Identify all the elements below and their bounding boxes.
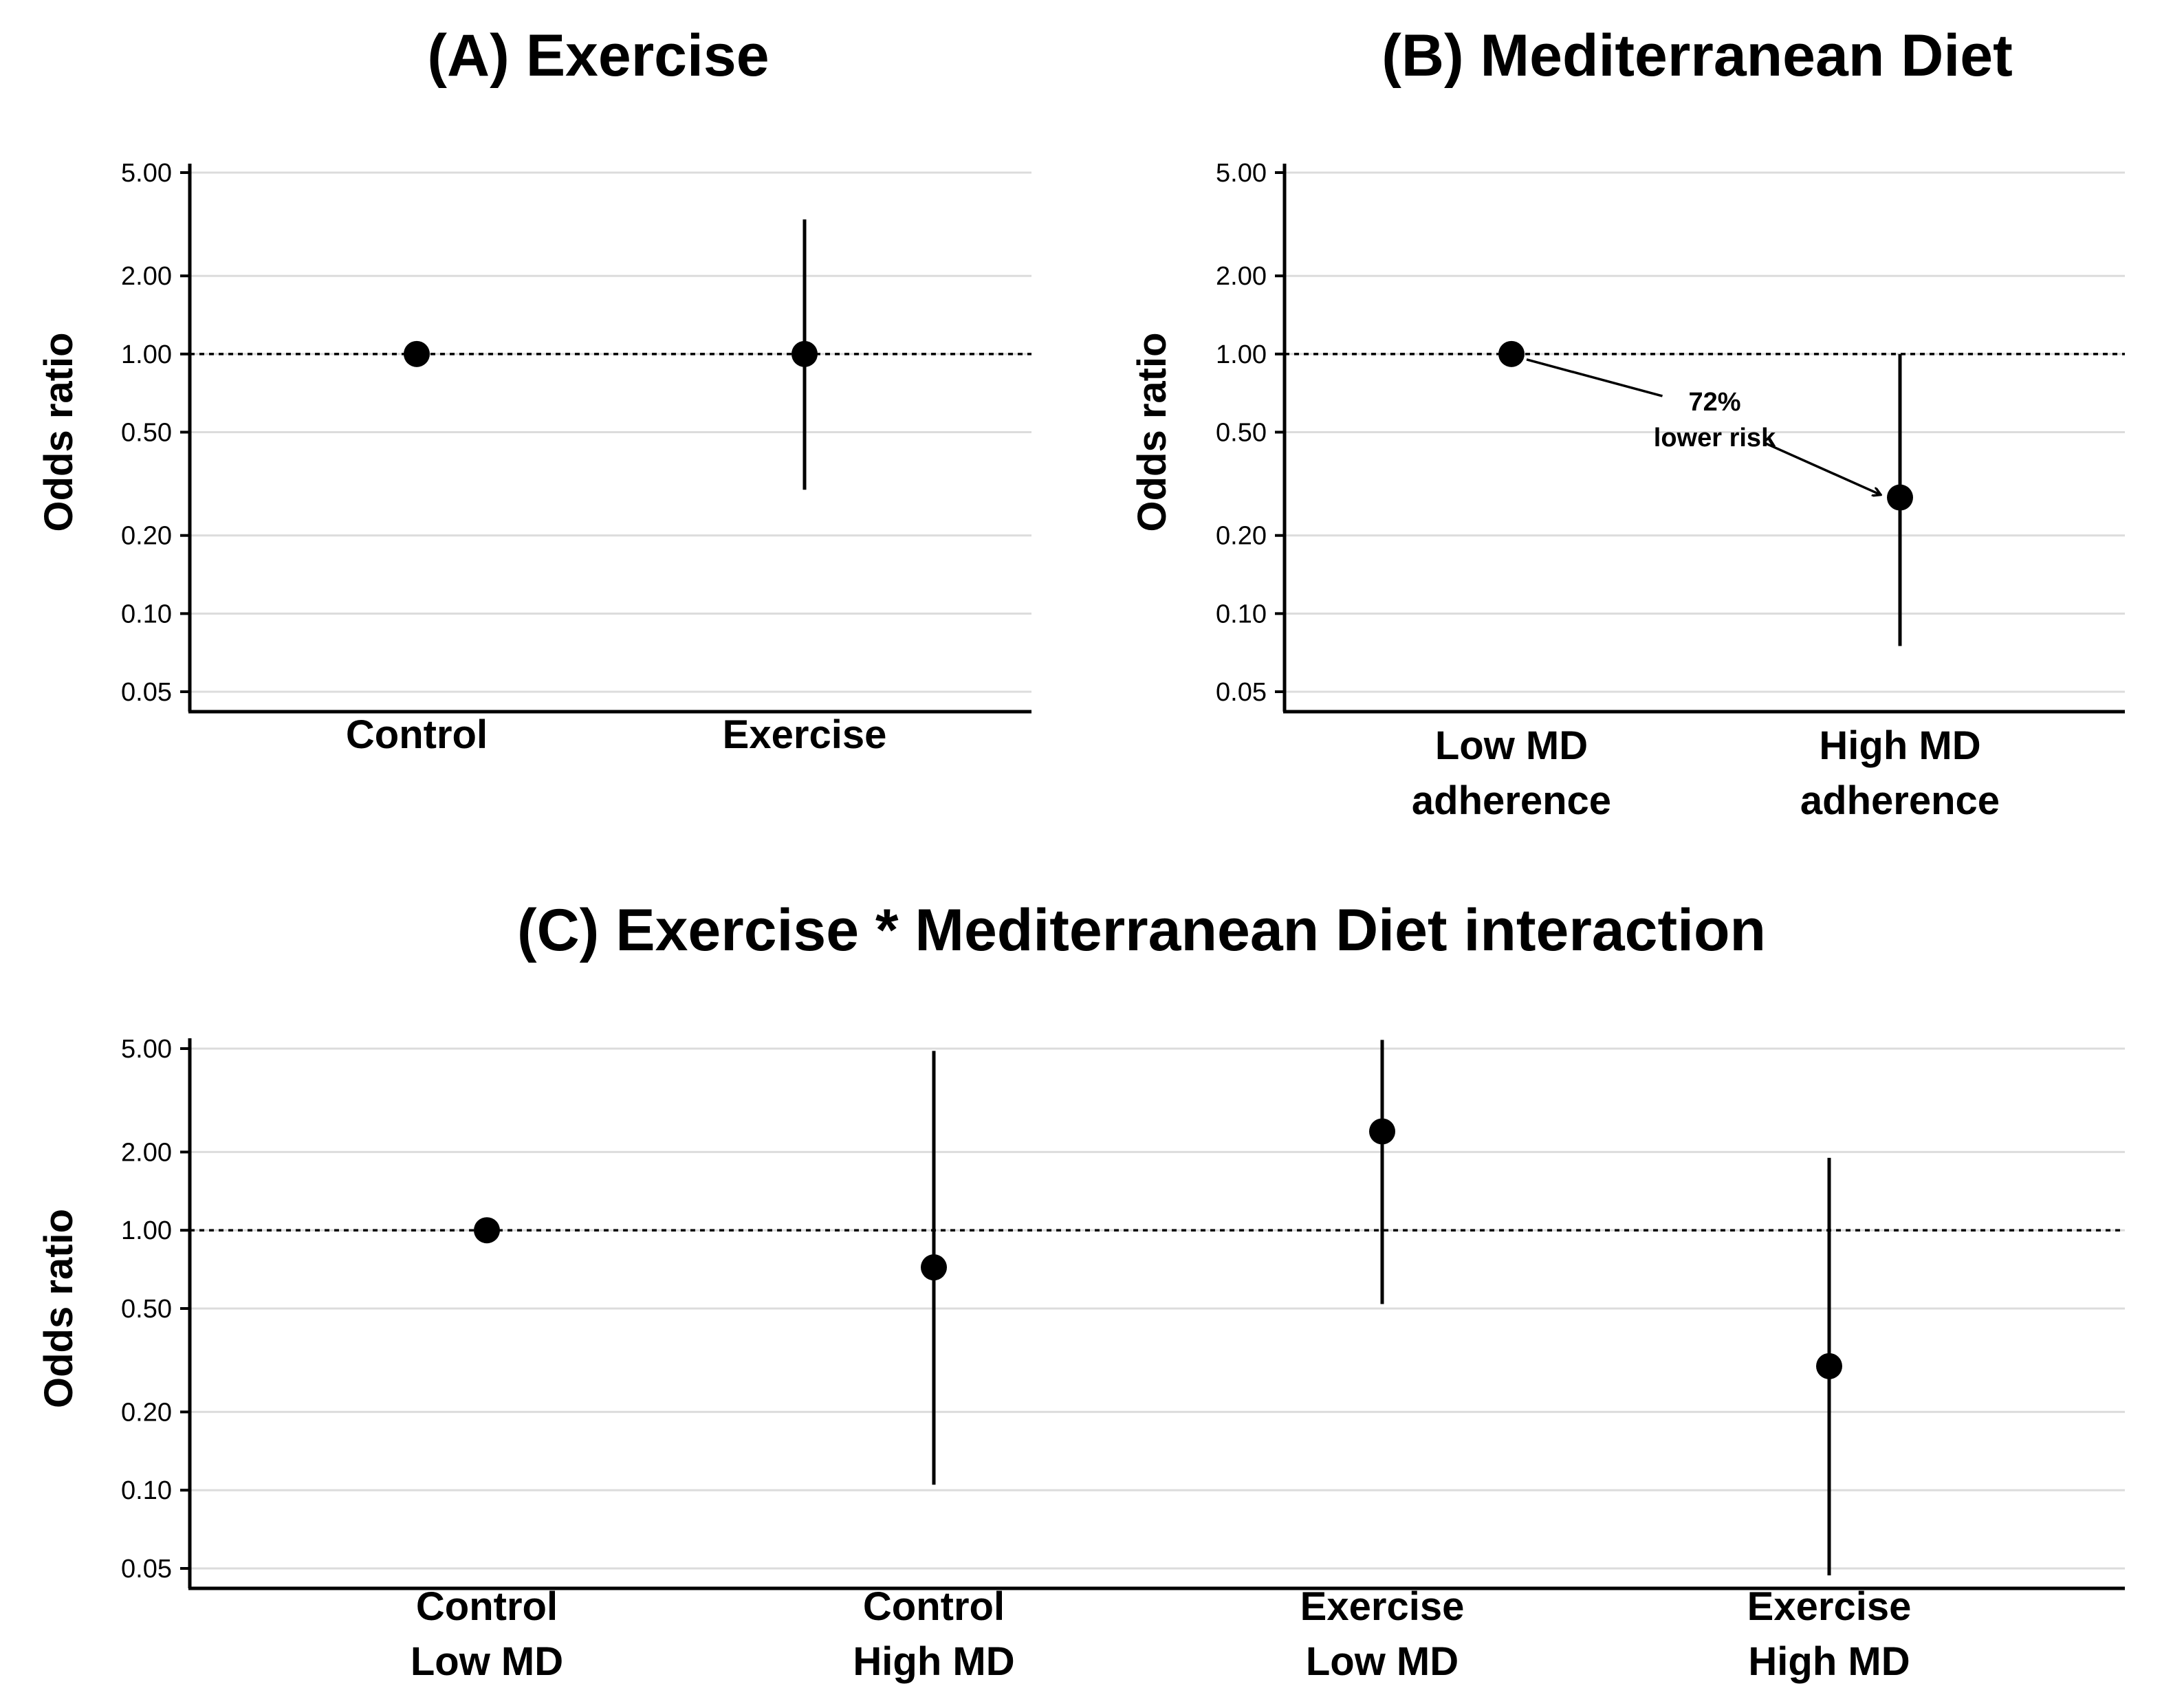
odds-ratio-point [921,1254,947,1281]
x-tick-label: Low MD [1435,723,1588,768]
y-tick-label: 0.20 [121,522,172,551]
y-tick-label: 0.10 [121,600,172,628]
x-tick-label: Control [416,1584,558,1629]
x-tick-label: adherence [1412,778,1611,823]
x-tick-label: Exercise [1747,1584,1912,1629]
y-tick-label: 1.00 [121,340,172,369]
y-tick-label: 0.50 [121,419,172,448]
y-tick-label: 0.50 [1216,419,1267,448]
x-tick-label: Exercise [723,712,887,757]
y-tick-label: 0.20 [1216,522,1267,551]
panel-c: (C) Exercise * Mediterranean Diet intera… [36,897,2125,1684]
annotation-text: 72% [1688,388,1740,417]
panel-a: (A) Exercise 5.00 2.00 1.00 0.50 0.20 0.10 0.05… [36,23,1031,757]
y-tick-label: 0.50 [121,1295,172,1324]
y-tick-label: 1.00 [1216,340,1267,369]
odds-ratio-point [474,1217,500,1244]
y-tick-label: 0.20 [121,1398,172,1427]
y-tick-label: 1.00 [121,1216,172,1245]
panel-title: (C) Exercise * Mediterranean Diet intera… [517,897,1766,963]
x-tick-label: Low MD [411,1639,563,1684]
y-tick-label: 0.05 [121,678,172,707]
y-tick-label: 2.00 [121,262,172,291]
y-axis-label: Odds ratio [36,1209,81,1408]
y-tick-label: 0.05 [121,1555,172,1584]
y-tick-label: 5.00 [121,159,172,188]
annotation-arrow [1765,442,1881,495]
odds-ratio-point [1816,1353,1842,1379]
y-tick-label: 5.00 [1216,159,1267,188]
panel-title: (B) Mediterranean Diet [1382,23,2013,89]
y-axis-label: Odds ratio [36,332,81,532]
x-tick-label: High MD [1748,1639,1910,1684]
x-tick-label: High MD [853,1639,1014,1684]
odds-ratio-point [1887,484,1913,511]
annotation-arrow-tail [1526,358,1663,397]
panel-b: (B) Mediterranean Diet 5.00 2.00 1.00 0.50 0.… [1130,23,2125,823]
x-tick-label: Control [346,712,488,757]
y-tick-label: 5.00 [121,1035,172,1064]
y-tick-label: 0.05 [1216,678,1267,707]
y-tick-label: 0.10 [121,1476,172,1505]
panel-title: (A) Exercise [427,23,769,89]
odds-ratio-point [791,340,818,367]
y-tick-label: 2.00 [121,1138,172,1167]
annotation-text: lower risk [1654,424,1776,452]
odds-ratio-point [1498,340,1525,367]
y-tick-label: 0.10 [1216,600,1267,628]
x-tick-label: High MD [1819,723,1980,768]
x-tick-label: Low MD [1306,1639,1459,1684]
odds-ratio-point [1369,1118,1395,1145]
y-tick-label: 2.00 [1216,262,1267,291]
y-axis-label: Odds ratio [1130,332,1175,532]
x-tick-label: Control [863,1584,1005,1629]
x-tick-label: adherence [1800,778,2000,823]
x-tick-label: Exercise [1300,1584,1465,1629]
odds-ratio-point [404,340,430,367]
